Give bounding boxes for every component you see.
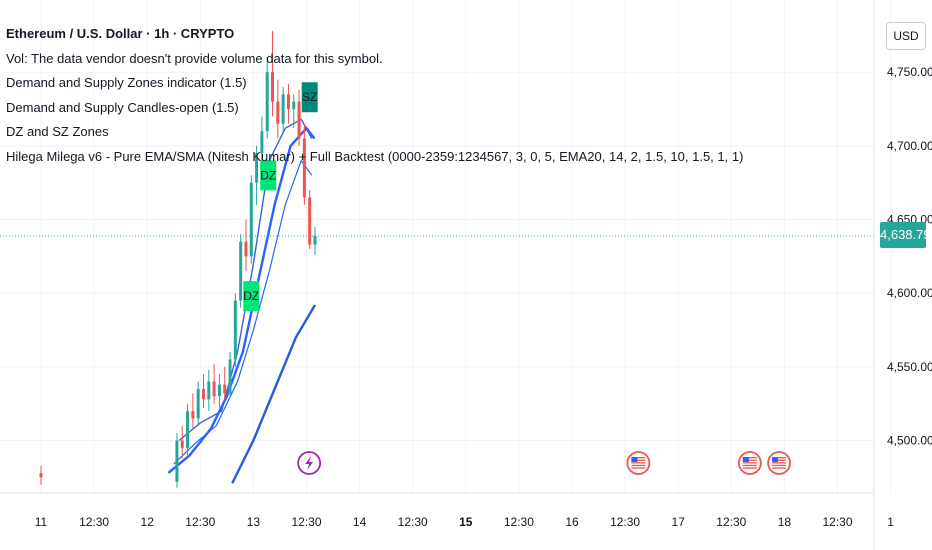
candle-body — [302, 138, 306, 198]
flag-stripe — [772, 464, 787, 467]
price-tick-label: 4,750.00 — [887, 65, 932, 79]
lightning-icon-bolt — [305, 456, 314, 470]
candle-body — [271, 72, 275, 102]
candle-body — [244, 241, 248, 257]
time-tick-label: 12 — [141, 515, 155, 529]
flag-stripe — [742, 459, 757, 461]
candle-body — [212, 381, 216, 397]
candle-body — [292, 101, 296, 110]
candle-body — [308, 197, 312, 245]
candle-body — [180, 440, 184, 448]
current-price-label: 4,638.79 — [880, 222, 931, 248]
time-tick-label: 1 — [887, 515, 894, 529]
candle-body — [313, 235, 317, 245]
chart-legend: Ethereum / U.S. Dollar · 1h · CRYPTO Vol… — [6, 22, 743, 169]
candle-body — [191, 411, 195, 419]
zone-label-box — [260, 160, 277, 191]
supply-zone-label: SZ — [301, 82, 318, 113]
flag-stripe — [631, 464, 646, 467]
flag-stripe — [631, 459, 646, 461]
candle-body — [276, 101, 280, 124]
time-tick-label: 15 — [459, 515, 473, 529]
candle-body — [201, 388, 205, 400]
time-tick-label: 18 — [778, 515, 792, 529]
legend-indicator-candles[interactable]: Demand and Supply Candles-open (1.5) — [6, 99, 239, 115]
time-tick-label: 17 — [672, 515, 686, 529]
price-tick-label: 4,550.00 — [887, 360, 932, 374]
flag-stripe — [631, 457, 646, 459]
time-tick-label: 14 — [353, 515, 367, 529]
symbol-title[interactable]: Ethereum / U.S. Dollar · 1h · CRYPTO — [6, 26, 235, 41]
currency-button[interactable]: USD — [886, 22, 926, 50]
time-tick-label: 16 — [565, 515, 579, 529]
candle-body — [286, 94, 290, 110]
time-tick-label: 12:30 — [398, 515, 428, 529]
flag-stripe — [742, 457, 757, 459]
time-tick-label: 12:30 — [291, 515, 321, 529]
zone-label-text: DZ — [260, 168, 276, 182]
demand-zone-label: DZ — [243, 281, 260, 312]
us-flag-icon — [737, 451, 762, 475]
candle-body — [207, 381, 211, 400]
us-flag-icon — [767, 451, 791, 475]
candle-body — [265, 72, 269, 132]
price-tick-label: 4,500.00 — [887, 434, 932, 448]
candle-body — [233, 300, 237, 360]
candle-body — [239, 241, 243, 301]
legend-indicator-dz-sz[interactable]: DZ and SZ Zones — [6, 124, 109, 139]
flag-stripe — [631, 462, 646, 464]
legend-indicator-hilega[interactable]: Hilega Milega v6 - Pure EMA/SMA (Nitesh … — [6, 148, 744, 164]
flag-stripe — [742, 464, 757, 467]
time-tick-label: 12:30 — [716, 515, 746, 529]
price-tick-label: 4,600.00 — [887, 286, 932, 300]
legend-volume[interactable]: Vol: The data vendor doesn't provide vol… — [6, 50, 383, 66]
lightning-icon — [297, 451, 322, 475]
candle-body — [297, 101, 301, 139]
candle-body — [196, 388, 200, 419]
legend-indicator-zones[interactable]: Demand and Supply Zones indicator (1.5) — [6, 75, 247, 90]
price-tick-label: 4,700.00 — [887, 139, 932, 153]
time-tick-label: 11 — [35, 515, 48, 529]
flag-stripe — [742, 467, 757, 469]
time-tick-label: 12:30 — [185, 515, 215, 529]
candle-body — [217, 384, 221, 397]
flag-stripe — [742, 462, 757, 464]
flag-stripe — [631, 467, 646, 469]
flag-stripe — [772, 457, 787, 459]
flag-stripe — [772, 459, 787, 461]
candle-body — [255, 153, 259, 183]
time-tick-label: 12:30 — [79, 515, 109, 529]
candle-body — [228, 359, 232, 394]
zone-label-text: DZ — [243, 289, 259, 303]
flag-stripe — [772, 467, 787, 469]
candle-body — [260, 131, 264, 154]
time-tick-label: 12:30 — [822, 515, 852, 529]
flag-canton — [742, 457, 749, 462]
zone-label-box — [301, 82, 318, 113]
flag-stripe — [772, 462, 787, 464]
time-tick-label: 12:30 — [504, 515, 534, 529]
zone-label-box — [243, 281, 260, 312]
time-tick-label: 12:30 — [610, 515, 640, 529]
demand-zone-label: DZ — [260, 160, 277, 191]
flag-canton — [772, 457, 779, 462]
time-tick-label: 13 — [247, 515, 261, 529]
moving-average-line — [173, 159, 313, 465]
candle-body — [223, 384, 227, 394]
candle-body — [281, 94, 285, 124]
candle-body — [39, 472, 43, 478]
candle-body — [249, 182, 253, 257]
candle-body — [175, 440, 179, 482]
us-flag-icon — [626, 451, 651, 475]
candle-body — [186, 411, 190, 448]
zone-label-text: SZ — [302, 90, 317, 104]
moving-average-line — [231, 304, 317, 484]
moving-average-line — [178, 118, 313, 442]
flag-canton — [631, 457, 638, 462]
